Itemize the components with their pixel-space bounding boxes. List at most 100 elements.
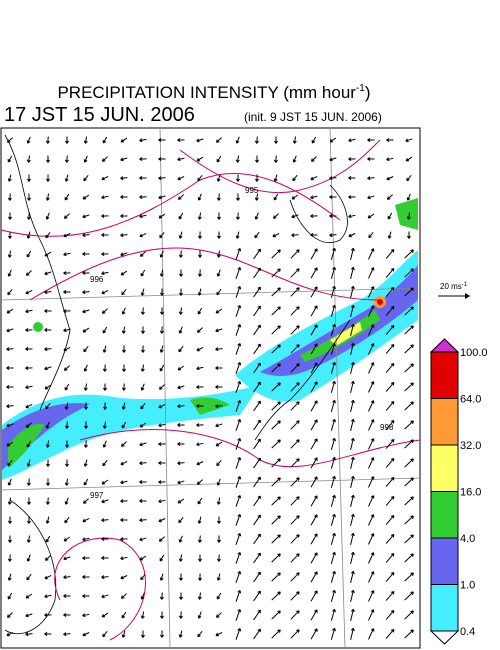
wind-arrow <box>102 326 108 334</box>
wind-arrow <box>235 212 240 220</box>
wind-arrow <box>368 231 374 239</box>
wind-arrow <box>26 459 31 467</box>
wind-arrow <box>159 573 164 581</box>
wind-arrow <box>350 399 355 412</box>
wind-arrow <box>64 402 69 410</box>
wind-arrow <box>368 286 375 298</box>
wind-arrow <box>178 231 183 239</box>
wind-arrow <box>290 591 300 601</box>
wind-arrow <box>196 442 204 447</box>
wind-arrow <box>235 418 242 431</box>
colorbar-label: 64.0 <box>460 394 481 406</box>
wind-arrow <box>196 346 204 352</box>
wind-arrow <box>27 174 31 182</box>
wind-arrow <box>330 532 336 545</box>
wind-arrow <box>253 476 261 488</box>
wind-arrow <box>25 404 33 409</box>
wind-arrow <box>63 594 71 598</box>
wind-arrow <box>406 174 412 182</box>
wind-arrow <box>348 233 356 238</box>
wind-arrow <box>120 176 128 181</box>
wind-arrow <box>82 594 90 599</box>
isobar <box>54 537 146 641</box>
wind-arrow <box>83 345 89 353</box>
wind-arrow <box>215 385 223 389</box>
wind-arrow <box>368 457 375 469</box>
wind-arrow <box>235 323 242 336</box>
rain-area <box>395 198 418 230</box>
wind-arrow <box>45 136 50 144</box>
wind-arrow <box>139 157 147 162</box>
wind-arrow <box>64 497 69 505</box>
rain-area <box>2 403 90 470</box>
wind-arrow <box>329 137 337 143</box>
wind-arrow <box>46 478 50 486</box>
wind-arrow <box>235 304 242 317</box>
wind-arrow <box>310 514 318 526</box>
wind-arrow <box>215 441 223 447</box>
wind-arrow <box>290 496 300 506</box>
wind-arrow <box>235 285 242 298</box>
wind-arrow <box>139 251 146 257</box>
wind-arrow <box>368 628 375 640</box>
wind-arrow <box>159 345 164 353</box>
wind-arrow <box>121 402 126 410</box>
wind-arrow <box>44 328 52 332</box>
wind-arrow <box>139 195 147 200</box>
wind-arrow <box>385 590 395 601</box>
wind-arrow <box>196 385 204 390</box>
wind-arrow <box>159 592 164 600</box>
wind-arrow <box>139 555 147 561</box>
rain-cell <box>377 299 383 305</box>
wind-arrow <box>273 193 279 201</box>
wind-arrow <box>216 478 221 486</box>
wind-arrow <box>350 418 355 431</box>
wind-arrow <box>290 363 300 373</box>
wind-arrow <box>101 156 108 162</box>
wind-arrow <box>290 629 300 639</box>
wind-arrow <box>404 344 414 354</box>
wind-arrow <box>140 573 146 581</box>
wind-arrow <box>216 592 222 600</box>
wind-arrow <box>271 382 281 392</box>
wind-arrow <box>254 193 259 201</box>
coastline <box>4 134 71 411</box>
wind-arrow <box>44 555 51 561</box>
wind-arrow <box>310 400 318 412</box>
wind-arrow <box>271 306 281 316</box>
wind-arrow <box>7 497 12 505</box>
wind-arrow <box>44 632 52 636</box>
wind-arrow <box>253 324 261 336</box>
wind-arrow <box>292 136 297 144</box>
wind-arrow <box>158 461 166 465</box>
wind-arrow <box>158 423 166 428</box>
wind-arrow <box>404 572 414 582</box>
wind-arrow <box>253 533 261 545</box>
wind-arrow <box>120 480 128 485</box>
wind-arrow <box>235 551 242 564</box>
wind-arrow <box>271 515 281 525</box>
wind-arrow <box>44 613 52 618</box>
wind-arrow <box>368 438 375 450</box>
wind-arrow <box>385 343 395 354</box>
wind-arrow <box>179 592 183 600</box>
wind-arrow <box>101 290 109 295</box>
wind-arrow <box>65 440 69 448</box>
wind-arrow <box>235 136 240 144</box>
wind-arrow <box>253 305 261 317</box>
wind-arrow <box>178 535 183 543</box>
wind-arrow <box>63 613 71 617</box>
wind-arrow <box>310 419 318 431</box>
wind-arrow <box>235 266 242 279</box>
wind-arrow <box>215 328 223 333</box>
wind-arrow <box>101 537 109 541</box>
wind-arrow <box>83 440 88 448</box>
wind-arrow <box>310 571 318 583</box>
wind-arrow <box>330 513 336 526</box>
wind-arrow <box>139 480 147 484</box>
wind-arrow <box>253 248 261 260</box>
wind-arrow <box>404 306 414 316</box>
wind-arrow <box>82 214 90 219</box>
wind-arrow <box>253 514 261 526</box>
wind-arrow <box>368 324 375 336</box>
